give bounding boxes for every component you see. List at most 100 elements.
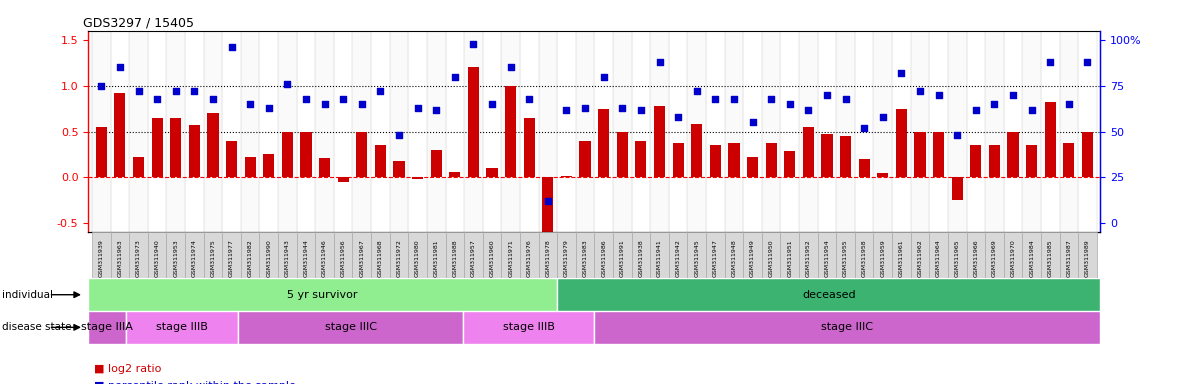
Point [278,81,297,87]
Bar [501,31,520,232]
Bar [636,141,646,177]
Text: GSM311983: GSM311983 [583,239,587,277]
Bar [747,157,758,177]
Text: GSM311980: GSM311980 [415,239,420,277]
Bar [576,232,594,278]
Bar [486,168,498,177]
Bar [1059,232,1078,278]
Bar [188,125,200,177]
Point [166,88,185,94]
Text: GSM311940: GSM311940 [154,239,160,277]
Bar [88,278,557,311]
Text: GSM311967: GSM311967 [359,239,365,277]
Bar [1040,31,1059,232]
Point [929,92,947,98]
Bar [148,31,166,232]
Text: GSM311963: GSM311963 [118,239,122,277]
Bar [446,31,464,232]
Text: GSM311972: GSM311972 [397,239,401,277]
Point [483,101,501,107]
Text: GSM311943: GSM311943 [285,239,290,277]
Bar [520,31,539,232]
Text: GSM311941: GSM311941 [657,239,661,277]
Bar [450,172,460,177]
Point [669,114,687,120]
Bar [114,93,126,177]
Text: GSM311954: GSM311954 [824,239,830,277]
Bar [166,232,185,278]
Bar [873,232,892,278]
Bar [873,31,892,232]
Bar [520,232,539,278]
Bar [281,131,293,177]
Bar [408,232,427,278]
Bar [557,31,576,232]
Text: deceased: deceased [802,290,856,300]
Bar [557,232,576,278]
Bar [818,31,837,232]
Bar [687,31,706,232]
Text: GSM311965: GSM311965 [955,239,959,277]
Bar [743,232,762,278]
Bar [390,31,408,232]
Bar [467,67,479,177]
Bar [226,141,237,177]
Point [297,96,315,102]
Text: GSM311974: GSM311974 [192,239,197,277]
Point [985,101,1004,107]
Text: ■ percentile rank within the sample: ■ percentile rank within the sample [94,381,297,384]
Bar [334,232,352,278]
Point [408,104,427,111]
Bar [92,232,111,278]
Bar [185,31,204,232]
Point [1040,59,1059,65]
Bar [837,31,855,232]
Text: GSM311982: GSM311982 [247,239,253,277]
Text: GSM311961: GSM311961 [899,239,904,277]
Text: stage IIIB: stage IIIB [157,322,208,333]
Point [762,96,780,102]
Bar [241,31,259,232]
Bar [171,118,181,177]
Bar [896,109,907,177]
Text: GSM311981: GSM311981 [434,239,439,277]
Bar [725,31,743,232]
Point [966,106,985,113]
Bar [985,232,1004,278]
Bar [148,232,166,278]
Point [222,44,241,50]
Text: GSM311966: GSM311966 [973,239,978,277]
Bar [1023,31,1040,232]
Point [725,96,744,102]
Text: GSM311990: GSM311990 [266,239,271,277]
Bar [539,232,557,278]
Point [947,132,966,138]
Bar [111,232,129,278]
Bar [966,232,985,278]
Bar [858,159,870,177]
Text: GSM311951: GSM311951 [787,239,792,277]
Bar [930,232,947,278]
Text: GSM311970: GSM311970 [1011,239,1016,277]
Point [352,101,371,107]
Bar [1045,102,1056,177]
Bar [297,232,315,278]
Point [873,114,892,120]
Text: GSM311989: GSM311989 [1085,239,1090,277]
Point [855,125,873,131]
Text: GSM311949: GSM311949 [750,239,754,277]
Bar [930,31,947,232]
Bar [966,31,985,232]
Bar [222,31,241,232]
Text: stage IIIB: stage IIIB [503,322,554,333]
Bar [840,136,851,177]
Bar [784,151,796,177]
Bar [95,127,107,177]
Bar [617,131,627,177]
Bar [408,31,427,232]
Bar [557,278,1100,311]
Bar [970,145,982,177]
Bar [725,232,743,278]
Bar [464,232,483,278]
Bar [1082,131,1093,177]
